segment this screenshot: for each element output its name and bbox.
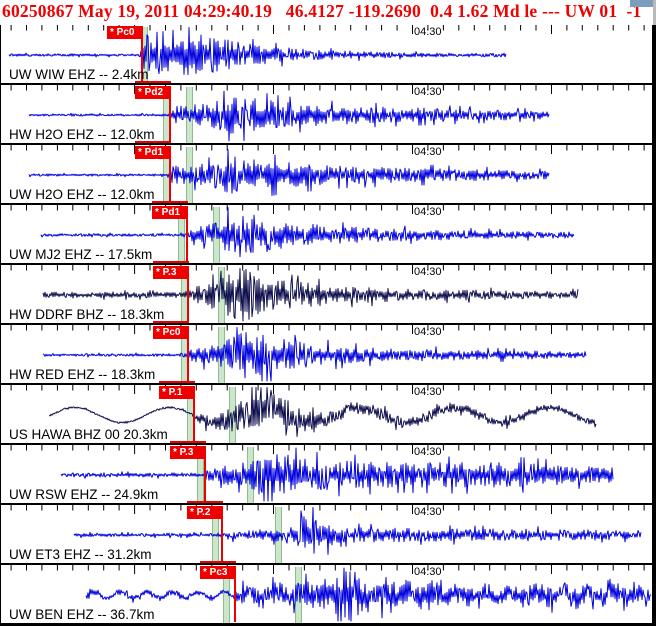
trace-row-6[interactable]: * Pc0 04:30 HW RED EHZ -- 18.3km [1, 325, 652, 385]
pick-time-line[interactable] [221, 506, 223, 562]
time-tick-marks [10, 25, 645, 34]
waveform-trace[interactable] [60, 447, 614, 502]
station-channel-label: US HAWA BHZ 00 20.3km [9, 427, 168, 442]
time-axis-label: 04:30 [414, 566, 442, 578]
time-tick-marks [10, 505, 645, 514]
seismogram-plot[interactable] [1, 505, 652, 563]
station-channel-label: UW MJ2 EHZ -- 17.5km [9, 247, 153, 262]
phase-pick-label[interactable]: * P.3 [153, 266, 187, 279]
time-axis-label: 04:30 [414, 506, 442, 518]
pick-label-top-border [153, 321, 189, 323]
trace-row-7[interactable]: * P.1 04:30 US HAWA BHZ 00 20.3km [1, 385, 652, 445]
pick-label-top-border [170, 441, 206, 443]
pick-label-top-border [135, 141, 171, 143]
phase-pick-label[interactable]: * Pd1 [152, 206, 186, 219]
pick-label-top-border [200, 561, 236, 563]
seismogram-plot[interactable] [1, 385, 652, 443]
seismogram-plot[interactable] [1, 205, 652, 263]
seismogram-plot[interactable] [1, 445, 652, 503]
station-channel-label: UW ET3 EHZ -- 31.2km [9, 547, 152, 562]
trace-row-9[interactable]: * P.2 04:30 UW ET3 EHZ -- 31.2km [1, 505, 652, 565]
seismogram-plot[interactable] [1, 145, 652, 203]
time-axis-label: 04:30 [414, 446, 442, 458]
phase-pick-label[interactable]: * P.3 [170, 446, 204, 459]
time-tick-marks [10, 565, 645, 574]
pick-label-top-border [153, 261, 189, 263]
time-axis-label: 04:30 [414, 266, 442, 278]
phase-pick-label[interactable]: * Pd2 [135, 86, 169, 99]
phase-pick-label[interactable]: * Pd1 [135, 146, 169, 159]
waveform-trace[interactable] [73, 507, 642, 555]
station-channel-label: HW DDRF BHZ -- 18.3km [9, 307, 165, 322]
time-tick-marks [10, 145, 645, 154]
trace-row-1[interactable]: * Pc0 04:30 UW WIW EHZ -- 2.4km [1, 25, 652, 85]
phase-pick-label[interactable]: * Pc0 [153, 326, 187, 339]
pick-time-line[interactable] [234, 566, 236, 622]
station-channel-label: UW H2O EHZ -- 12.0km [9, 187, 155, 202]
seismogram-plot[interactable] [1, 565, 652, 623]
pick-time-line[interactable] [186, 206, 188, 262]
event-header: 60250867 May 19, 2011 04:29:40.19 46.412… [0, 0, 656, 25]
seismogram-plot[interactable] [1, 325, 652, 383]
phase-pick-label[interactable]: * P.2 [187, 506, 221, 519]
window-corner-decoration [630, 0, 653, 7]
time-axis-label: 04:30 [414, 206, 442, 218]
waveform-trace[interactable] [28, 149, 550, 196]
station-channel-label: UW RSW EHZ -- 24.9km [9, 487, 159, 502]
pick-label-top-border [152, 201, 188, 203]
time-axis-label: 04:30 [414, 146, 442, 158]
station-channel-label: UW BEN EHZ -- 36.7km [9, 607, 155, 622]
waveform-trace[interactable] [8, 27, 507, 75]
waveform-trace[interactable] [40, 207, 575, 258]
trace-row-8[interactable]: * P.3 04:30 UW RSW EHZ -- 24.9km [1, 445, 652, 505]
time-tick-marks [10, 385, 645, 394]
time-tick-marks [10, 265, 645, 274]
time-axis-label: 04:30 [414, 26, 442, 38]
pick-time-line[interactable] [193, 386, 195, 442]
time-axis-label: 04:30 [414, 386, 442, 398]
trace-panel: * Pc0 04:30 UW WIW EHZ -- 2.4km * Pd2 04:30 H… [0, 25, 656, 626]
trace-row-3[interactable]: * Pd1 04:30 UW H2O EHZ -- 12.0km [1, 145, 652, 205]
seismogram-plot[interactable] [1, 265, 652, 323]
seismogram-plot[interactable] [1, 25, 652, 83]
station-channel-label: HW RED EHZ -- 18.3km [9, 367, 156, 382]
trace-row-5[interactable]: * P.3 04:30 HW DDRF BHZ -- 18.3km [1, 265, 652, 325]
time-axis-label: 04:30 [414, 86, 442, 98]
pick-time-line[interactable] [169, 86, 171, 142]
station-channel-label: UW WIW EHZ -- 2.4km [9, 67, 149, 82]
waveform-trace[interactable] [42, 267, 579, 322]
time-tick-marks [10, 445, 645, 454]
pick-label-top-border [187, 501, 223, 503]
event-summary-text: 60250867 May 19, 2011 04:29:40.19 46.412… [2, 1, 642, 21]
phase-pick-label[interactable]: * Pc0 [107, 26, 141, 39]
station-channel-label: HW H2O EHZ -- 12.0km [9, 127, 155, 142]
time-axis-label: 04:30 [414, 326, 442, 338]
pick-time-line[interactable] [204, 446, 206, 502]
window-edge [653, 0, 656, 25]
pick-label-top-border [159, 381, 195, 383]
trace-row-10[interactable]: * Pc3 04:30 UW BEN EHZ -- 36.7km [1, 565, 652, 625]
time-tick-marks [10, 325, 645, 334]
time-tick-marks [10, 205, 645, 214]
phase-pick-label[interactable]: * P.1 [159, 386, 193, 399]
waveform-trace[interactable] [85, 567, 652, 622]
waveform-trace[interactable] [42, 327, 587, 382]
waveform-trace[interactable] [48, 387, 597, 437]
pick-time-line[interactable] [169, 146, 171, 202]
pick-time-line[interactable] [187, 326, 189, 382]
pick-time-line[interactable] [141, 26, 143, 82]
pick-time-line[interactable] [187, 266, 189, 322]
trace-row-4[interactable]: * Pd1 04:30 UW MJ2 EHZ -- 17.5km [1, 205, 652, 265]
waveform-trace[interactable] [28, 90, 550, 142]
phase-pick-label[interactable]: * Pc3 [200, 566, 234, 579]
pick-label-top-border [135, 81, 171, 83]
time-tick-marks [10, 85, 645, 94]
trace-row-2[interactable]: * Pd2 04:30 HW H2O EHZ -- 12.0km [1, 85, 652, 145]
